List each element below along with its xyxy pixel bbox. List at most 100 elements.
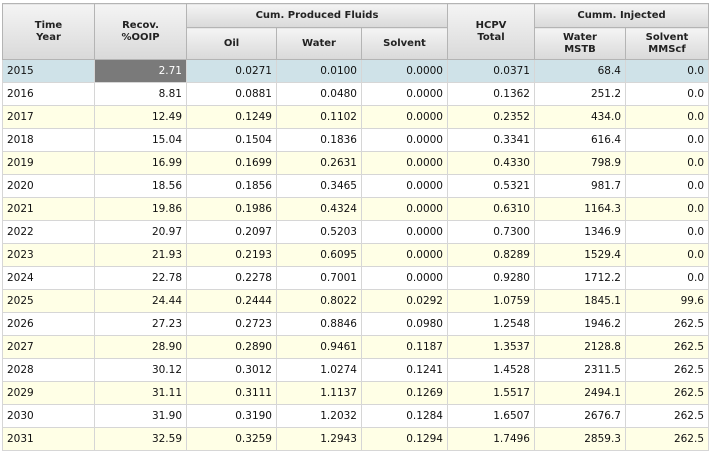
cell-water[interactable]: 0.4324 bbox=[276, 197, 362, 221]
cell-injected-water[interactable]: 2128.8 bbox=[534, 335, 626, 359]
cell-water[interactable]: 0.8022 bbox=[276, 289, 362, 313]
cell-injected-solvent[interactable]: 262.5 bbox=[625, 358, 709, 382]
cell-oil[interactable]: 0.1699 bbox=[186, 151, 277, 175]
table-row[interactable]: 2031 32.59 0.3259 1.2943 0.1294 1.7496 2859.3 2… bbox=[2, 427, 709, 451]
cell-injected-water[interactable]: 434.0 bbox=[534, 105, 626, 129]
cell-solvent[interactable]: 0.0000 bbox=[361, 105, 448, 129]
cell-solvent[interactable]: 0.0000 bbox=[361, 59, 448, 83]
col-header-oil[interactable]: Oil bbox=[186, 27, 277, 60]
table-row[interactable]: 2015 2.71 0.0271 0.0100 0.0000 0.0371 68.4 0.0 bbox=[2, 59, 709, 83]
cell-solvent[interactable]: 0.0980 bbox=[361, 312, 448, 336]
table-row[interactable]: 2017 12.49 0.1249 0.1102 0.0000 0.2352 434.0 0.… bbox=[2, 105, 709, 129]
cell-injected-solvent[interactable]: 262.5 bbox=[625, 335, 709, 359]
cell-injected-solvent[interactable]: 0.0 bbox=[625, 105, 709, 129]
table-row[interactable]: 2021 19.86 0.1986 0.4324 0.0000 0.6310 1164.3 0… bbox=[2, 197, 709, 221]
cell-solvent[interactable]: 0.0000 bbox=[361, 82, 448, 106]
cell-injected-water[interactable]: 1845.1 bbox=[534, 289, 626, 313]
cell-injected-water[interactable]: 798.9 bbox=[534, 151, 626, 175]
table-row[interactable]: 2020 18.56 0.1856 0.3465 0.0000 0.5321 981.7 0.… bbox=[2, 174, 709, 198]
cell-injected-solvent[interactable]: 0.0 bbox=[625, 197, 709, 221]
table-row[interactable]: 2028 30.12 0.3012 1.0274 0.1241 1.4528 2311.5 2… bbox=[2, 358, 709, 382]
col-header-recovery-ooip[interactable]: Recov. %OOIP bbox=[94, 3, 187, 60]
cell-injected-water[interactable]: 616.4 bbox=[534, 128, 626, 152]
cell-injected-water[interactable]: 1164.3 bbox=[534, 197, 626, 221]
table-row[interactable]: 2016 8.81 0.0881 0.0480 0.0000 0.1362 251.2 0.0 bbox=[2, 82, 709, 106]
cell-injected-water[interactable]: 1346.9 bbox=[534, 220, 626, 244]
cell-injected-solvent[interactable]: 0.0 bbox=[625, 151, 709, 175]
cell-hcpv-total[interactable]: 1.6507 bbox=[447, 404, 535, 428]
table-row[interactable]: 2019 16.99 0.1699 0.2631 0.0000 0.4330 798.9 0.… bbox=[2, 151, 709, 175]
cell-oil[interactable]: 0.1504 bbox=[186, 128, 277, 152]
cell-year[interactable]: 2016 bbox=[2, 82, 95, 106]
col-header-hcpv-total[interactable]: HCPV Total bbox=[447, 3, 535, 60]
cell-oil[interactable]: 0.2097 bbox=[186, 220, 277, 244]
cell-hcpv-total[interactable]: 0.5321 bbox=[447, 174, 535, 198]
cell-hcpv-total[interactable]: 0.2352 bbox=[447, 105, 535, 129]
cell-injected-solvent[interactable]: 262.5 bbox=[625, 427, 709, 451]
cell-hcpv-total[interactable]: 0.6310 bbox=[447, 197, 535, 221]
cell-oil[interactable]: 0.2193 bbox=[186, 243, 277, 267]
cell-injected-solvent[interactable]: 0.0 bbox=[625, 59, 709, 83]
cell-solvent[interactable]: 0.0000 bbox=[361, 197, 448, 221]
cell-injected-water[interactable]: 1529.4 bbox=[534, 243, 626, 267]
cell-recovery[interactable]: 2.71 bbox=[94, 59, 187, 83]
cell-year[interactable]: 2027 bbox=[2, 335, 95, 359]
cell-recovery[interactable]: 16.99 bbox=[94, 151, 187, 175]
table-row[interactable]: 2022 20.97 0.2097 0.5203 0.0000 0.7300 1346.9 0… bbox=[2, 220, 709, 244]
cell-year[interactable]: 2026 bbox=[2, 312, 95, 336]
cell-injected-solvent[interactable]: 0.0 bbox=[625, 82, 709, 106]
cell-recovery[interactable]: 20.97 bbox=[94, 220, 187, 244]
cell-solvent[interactable]: 0.0000 bbox=[361, 128, 448, 152]
cell-hcpv-total[interactable]: 1.2548 bbox=[447, 312, 535, 336]
table-row[interactable]: 2024 22.78 0.2278 0.7001 0.0000 0.9280 1712.2 0… bbox=[2, 266, 709, 290]
cell-year[interactable]: 2024 bbox=[2, 266, 95, 290]
cell-water[interactable]: 0.3465 bbox=[276, 174, 362, 198]
cell-oil[interactable]: 0.1856 bbox=[186, 174, 277, 198]
cell-injected-solvent[interactable]: 99.6 bbox=[625, 289, 709, 313]
cell-injected-solvent[interactable]: 0.0 bbox=[625, 266, 709, 290]
cell-hcpv-total[interactable]: 0.9280 bbox=[447, 266, 535, 290]
cell-hcpv-total[interactable]: 0.0371 bbox=[447, 59, 535, 83]
cell-recovery[interactable]: 30.12 bbox=[94, 358, 187, 382]
cell-recovery[interactable]: 24.44 bbox=[94, 289, 187, 313]
cell-year[interactable]: 2031 bbox=[2, 427, 95, 451]
col-header-solvent[interactable]: Solvent bbox=[361, 27, 448, 60]
cell-oil[interactable]: 0.1986 bbox=[186, 197, 277, 221]
cell-solvent[interactable]: 0.1294 bbox=[361, 427, 448, 451]
table-row[interactable]: 2018 15.04 0.1504 0.1836 0.0000 0.3341 616.4 0.… bbox=[2, 128, 709, 152]
cell-injected-water[interactable]: 1712.2 bbox=[534, 266, 626, 290]
cell-solvent[interactable]: 0.1284 bbox=[361, 404, 448, 428]
cell-injected-water[interactable]: 2311.5 bbox=[534, 358, 626, 382]
cell-injected-water[interactable]: 1946.2 bbox=[534, 312, 626, 336]
cell-water[interactable]: 0.5203 bbox=[276, 220, 362, 244]
cell-hcpv-total[interactable]: 1.3537 bbox=[447, 335, 535, 359]
cell-injected-water[interactable]: 981.7 bbox=[534, 174, 626, 198]
cell-water[interactable]: 0.8846 bbox=[276, 312, 362, 336]
cell-recovery[interactable]: 8.81 bbox=[94, 82, 187, 106]
cell-year[interactable]: 2028 bbox=[2, 358, 95, 382]
cell-water[interactable]: 0.0100 bbox=[276, 59, 362, 83]
cell-hcpv-total[interactable]: 1.7496 bbox=[447, 427, 535, 451]
cell-water[interactable]: 0.9461 bbox=[276, 335, 362, 359]
cell-oil[interactable]: 0.1249 bbox=[186, 105, 277, 129]
cell-water[interactable]: 1.1137 bbox=[276, 381, 362, 405]
cell-oil[interactable]: 0.2278 bbox=[186, 266, 277, 290]
cell-injected-solvent[interactable]: 262.5 bbox=[625, 381, 709, 405]
cell-solvent[interactable]: 0.0000 bbox=[361, 266, 448, 290]
table-row[interactable]: 2027 28.90 0.2890 0.9461 0.1187 1.3537 2128.8 2… bbox=[2, 335, 709, 359]
cell-year[interactable]: 2020 bbox=[2, 174, 95, 198]
cell-injected-solvent[interactable]: 262.5 bbox=[625, 404, 709, 428]
cell-recovery[interactable]: 15.04 bbox=[94, 128, 187, 152]
cell-year[interactable]: 2017 bbox=[2, 105, 95, 129]
table-row[interactable]: 2030 31.90 0.3190 1.2032 0.1284 1.6507 2676.7 2… bbox=[2, 404, 709, 428]
cell-water[interactable]: 0.6095 bbox=[276, 243, 362, 267]
cell-water[interactable]: 0.2631 bbox=[276, 151, 362, 175]
cell-water[interactable]: 1.2032 bbox=[276, 404, 362, 428]
cell-injected-water[interactable]: 251.2 bbox=[534, 82, 626, 106]
cell-water[interactable]: 0.1102 bbox=[276, 105, 362, 129]
cell-hcpv-total[interactable]: 0.8289 bbox=[447, 243, 535, 267]
cell-recovery[interactable]: 27.23 bbox=[94, 312, 187, 336]
table-row[interactable]: 2026 27.23 0.2723 0.8846 0.0980 1.2548 1946.2 2… bbox=[2, 312, 709, 336]
col-header-water-mstb[interactable]: Water MSTB bbox=[534, 27, 626, 60]
col-header-time-year[interactable]: Time Year bbox=[2, 3, 95, 60]
